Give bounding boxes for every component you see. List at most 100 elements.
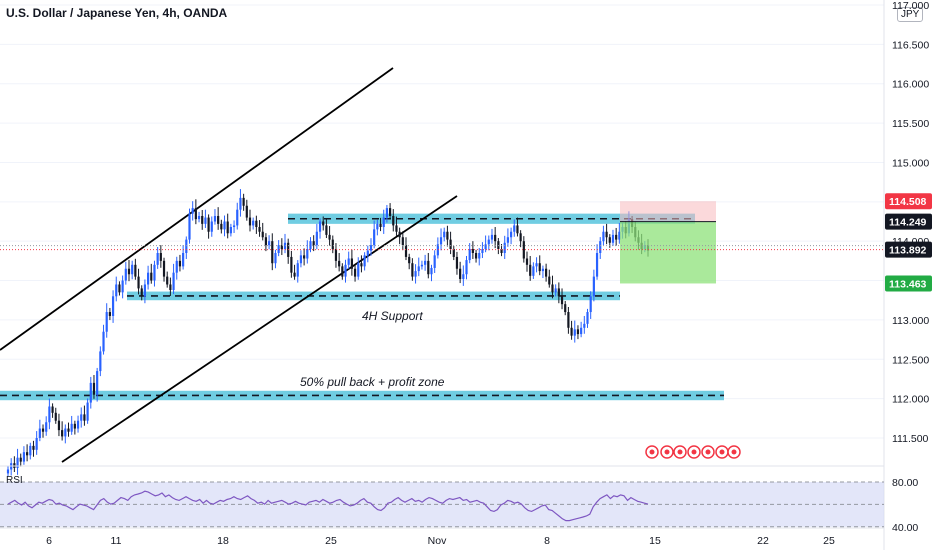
x-tick-label: 6 <box>46 535 52 547</box>
candle-body <box>503 242 506 253</box>
candle-body <box>513 225 516 232</box>
rsi-level-label: 40.00 <box>892 522 918 534</box>
candle-body <box>580 327 583 335</box>
candle-body <box>280 245 283 250</box>
price-badge[interactable] <box>885 275 932 292</box>
candle-body <box>449 239 452 250</box>
candle-body <box>392 215 395 226</box>
candle-body <box>239 197 242 210</box>
candle-body <box>468 249 471 261</box>
candle-body <box>376 223 379 230</box>
candle-body <box>115 284 118 297</box>
candle-body <box>255 220 258 228</box>
candle-body <box>439 237 443 245</box>
price-badge[interactable] <box>885 193 932 210</box>
candle-body <box>45 422 48 432</box>
x-tick-label: 18 <box>217 535 229 547</box>
candle-body <box>446 231 449 240</box>
candle-body <box>322 221 325 226</box>
candle-body <box>242 197 245 206</box>
candle-body <box>264 237 268 246</box>
candle-body <box>404 245 408 257</box>
candle-body <box>89 382 92 403</box>
rsi-panel: RSI 80.00 40.00 <box>0 465 918 534</box>
candle-body <box>599 241 602 253</box>
candle-body <box>395 225 398 232</box>
candle-body <box>474 252 478 259</box>
candle-body <box>344 264 347 277</box>
candle-body <box>554 288 557 293</box>
price-badge[interactable] <box>885 241 932 258</box>
y-tick-label: 116.500 <box>892 39 929 51</box>
candle-body <box>529 264 532 276</box>
candle-body <box>121 280 124 293</box>
candle-body <box>26 452 29 456</box>
price-badge[interactable] <box>885 213 932 230</box>
support-annotation: 4H Support <box>362 309 423 323</box>
candle-body <box>258 227 261 232</box>
candle-body <box>83 414 86 421</box>
target-zone[interactable] <box>620 221 716 284</box>
candle-body <box>325 225 328 235</box>
candle-body <box>459 268 462 279</box>
candle-body <box>525 258 529 265</box>
x-tick-label: Nov <box>428 535 447 547</box>
y-tick-label: 111.500 <box>892 433 929 445</box>
candle-body <box>213 215 217 222</box>
event-dot <box>731 449 737 455</box>
candle-body <box>363 255 366 267</box>
candle-body <box>592 276 595 297</box>
candle-body <box>382 217 385 228</box>
candle-body <box>471 249 474 253</box>
candle-body <box>127 268 131 275</box>
candle-body <box>497 241 500 250</box>
candle-body <box>462 274 465 279</box>
candle-body <box>51 406 54 413</box>
candle-body <box>296 263 299 277</box>
candle-body <box>385 208 389 218</box>
candle-body <box>159 252 162 261</box>
candle-body <box>350 258 353 269</box>
candle-body <box>96 371 99 395</box>
candle-body <box>433 255 436 268</box>
candle-body <box>182 252 185 267</box>
pullback-annotation: 50% pull back + profit zone <box>300 375 445 389</box>
candle-body <box>611 234 615 243</box>
candle-body <box>102 331 105 352</box>
y-tick-label: 113.000 <box>892 315 929 327</box>
x-tick-label: 11 <box>111 535 122 547</box>
candle-body <box>366 250 369 256</box>
candle-body <box>248 217 252 226</box>
candle-body <box>76 420 80 429</box>
candle-body <box>567 312 570 328</box>
candle-body <box>293 272 296 277</box>
x-tick-label: 15 <box>649 535 661 547</box>
candle-body <box>589 296 592 313</box>
candle-body <box>57 420 61 431</box>
zone-resistance[interactable] <box>288 213 695 224</box>
candle-body <box>478 252 481 259</box>
stop-zone[interactable] <box>620 201 716 222</box>
x-tick-label: 25 <box>823 535 835 547</box>
event-dot <box>719 449 725 455</box>
candle-body <box>35 438 38 450</box>
candle-body <box>315 231 318 246</box>
currency-badge[interactable]: JPY <box>897 7 924 22</box>
event-dot <box>705 449 711 455</box>
candle-body <box>328 234 331 240</box>
candle-body <box>191 208 194 214</box>
price-badge-label: 113.892 <box>889 245 927 257</box>
candle-body <box>19 457 22 462</box>
candle-body <box>573 329 576 336</box>
candle-body <box>455 256 459 269</box>
candle-body <box>618 231 621 240</box>
y-tick-label: 115.500 <box>892 118 929 130</box>
y-tick-label: 116.000 <box>892 79 929 91</box>
candle-body <box>490 234 494 240</box>
candle-body <box>424 260 427 265</box>
event-dot <box>664 449 670 455</box>
trendline-channel-lower[interactable] <box>61 195 458 463</box>
candle-body <box>140 288 143 297</box>
